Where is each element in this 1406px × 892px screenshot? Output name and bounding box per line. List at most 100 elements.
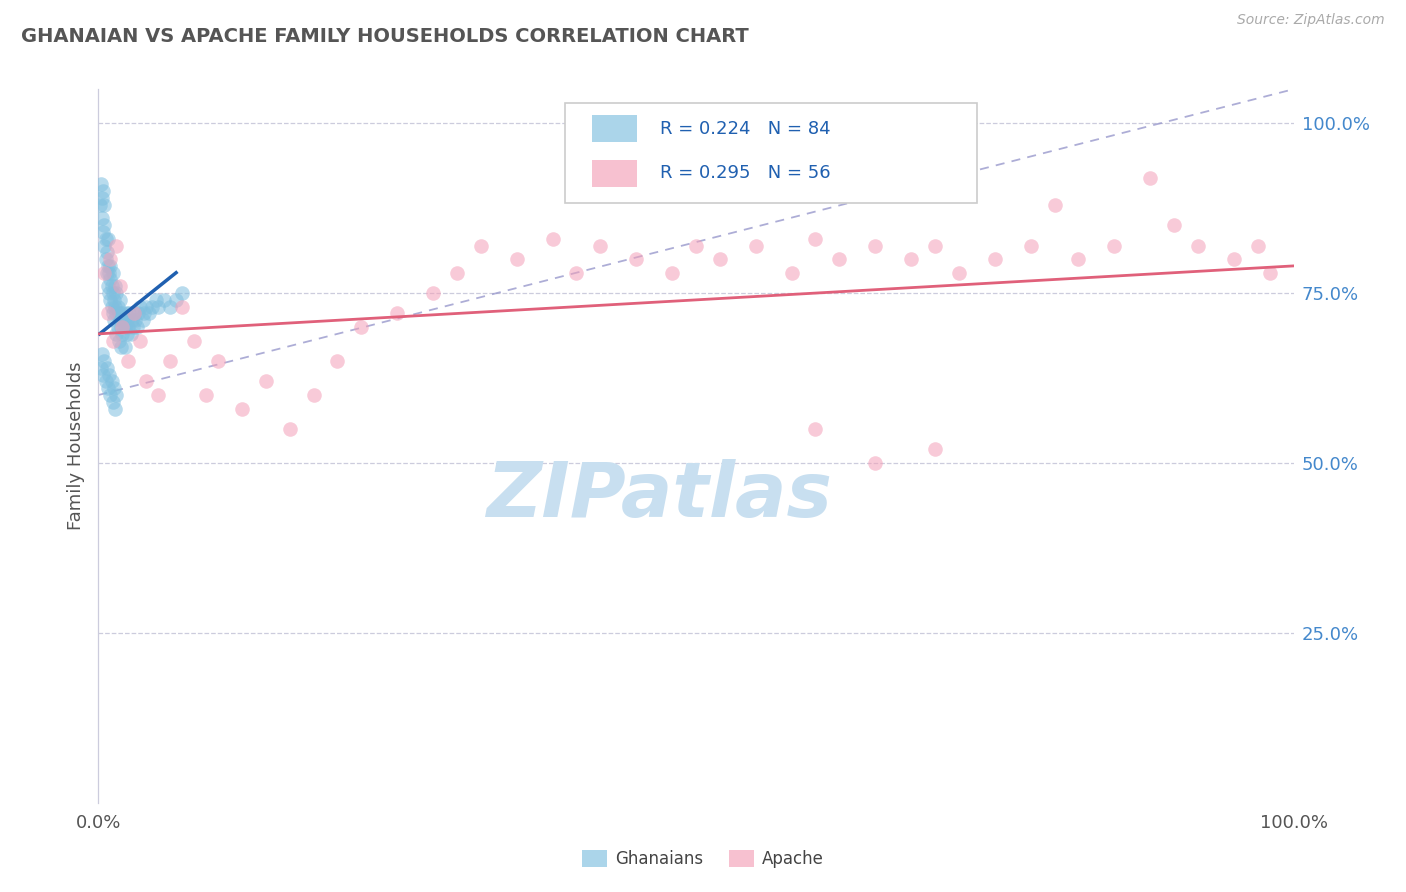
Point <box>110 320 132 334</box>
Point <box>1223 252 1246 266</box>
Point <box>350 320 373 334</box>
Point <box>661 266 683 280</box>
Point <box>103 293 125 307</box>
Point <box>207 354 229 368</box>
Point <box>94 375 117 389</box>
Point <box>124 313 146 327</box>
Point <box>105 306 128 320</box>
Point <box>153 293 176 307</box>
Point <box>103 381 125 395</box>
Point <box>97 381 120 395</box>
Point <box>93 266 115 280</box>
Text: R = 0.224   N = 84: R = 0.224 N = 84 <box>661 120 831 137</box>
Point <box>101 394 124 409</box>
Point <box>115 326 138 341</box>
Point <box>97 279 120 293</box>
Point <box>97 306 120 320</box>
Point <box>195 388 218 402</box>
Point <box>97 259 120 273</box>
Point <box>107 320 129 334</box>
Point <box>446 266 468 280</box>
Point <box>96 360 118 375</box>
Point <box>93 354 115 368</box>
Point <box>104 300 127 314</box>
Point <box>98 293 122 307</box>
Point <box>1019 238 1042 252</box>
Point <box>135 375 157 389</box>
Point <box>104 279 127 293</box>
Point <box>124 306 146 320</box>
Point <box>101 266 124 280</box>
Point <box>127 306 149 320</box>
Y-axis label: Family Households: Family Households <box>66 362 84 530</box>
Point <box>159 354 181 368</box>
Text: ZIPatlas: ZIPatlas <box>486 459 834 533</box>
Point <box>105 286 128 301</box>
Point <box>111 306 134 320</box>
Point <box>129 334 152 348</box>
Point <box>108 293 131 307</box>
Point <box>129 300 152 314</box>
Point <box>100 375 122 389</box>
Point <box>96 245 118 260</box>
Point <box>148 388 170 402</box>
Point <box>93 238 115 252</box>
Point <box>91 225 114 239</box>
Point <box>165 293 187 307</box>
Text: Source: ZipAtlas.com: Source: ZipAtlas.com <box>1237 13 1385 28</box>
Point <box>780 266 803 280</box>
Point <box>115 313 138 327</box>
Point <box>91 211 114 226</box>
Point <box>100 279 122 293</box>
Point <box>105 326 128 341</box>
Point <box>172 286 194 301</box>
Point <box>115 306 138 320</box>
Point <box>422 286 444 301</box>
Point <box>90 178 112 192</box>
Point <box>984 252 1007 266</box>
FancyBboxPatch shape <box>565 103 977 203</box>
Point <box>90 360 112 375</box>
Point <box>148 300 170 314</box>
Point <box>111 320 134 334</box>
Point <box>107 306 129 320</box>
Point <box>98 368 121 382</box>
Point <box>804 232 827 246</box>
Point <box>108 313 131 327</box>
Point <box>131 313 153 327</box>
Point <box>121 313 143 327</box>
Point <box>135 300 157 314</box>
Point <box>1247 238 1270 252</box>
Point <box>108 279 131 293</box>
Point <box>111 326 134 341</box>
Point <box>91 368 114 382</box>
Bar <box>592 115 637 143</box>
Point <box>105 388 128 402</box>
Point <box>104 401 127 416</box>
Point <box>1067 252 1090 266</box>
Point <box>91 184 114 198</box>
Point <box>117 354 139 368</box>
Point <box>93 218 115 232</box>
Point <box>1187 238 1209 252</box>
Point <box>89 198 111 212</box>
Bar <box>592 160 637 186</box>
Point <box>1104 238 1126 252</box>
Point <box>865 456 887 470</box>
Point <box>107 300 129 314</box>
Point <box>91 191 114 205</box>
Point <box>1163 218 1185 232</box>
Point <box>110 341 132 355</box>
Point <box>98 266 121 280</box>
Point <box>138 306 160 320</box>
Point <box>93 198 115 212</box>
Text: GHANAIAN VS APACHE FAMILY HOUSEHOLDS CORRELATION CHART: GHANAIAN VS APACHE FAMILY HOUSEHOLDS COR… <box>21 27 749 45</box>
Point <box>118 306 141 320</box>
Point <box>924 442 946 457</box>
Point <box>101 286 124 301</box>
Point <box>98 388 122 402</box>
Point <box>103 313 125 327</box>
Point <box>685 238 707 252</box>
Point <box>114 320 136 334</box>
Point <box>98 272 122 286</box>
